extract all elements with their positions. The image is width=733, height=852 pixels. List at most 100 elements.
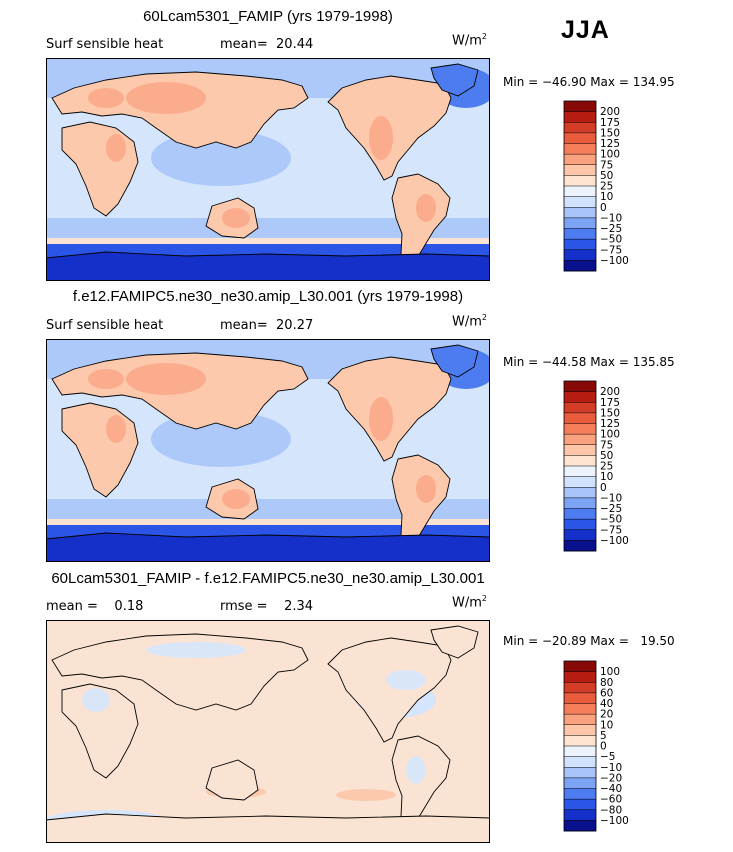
colorbar-tick-label: 100 <box>600 666 620 678</box>
panel-3-mean-label: mean = 0.18 <box>46 599 144 614</box>
panel-1-variable-label: Surf sensible heat <box>46 37 164 52</box>
colorbar-swatch <box>564 186 596 198</box>
panel-1-map <box>46 58 490 281</box>
colorbar-tick-label: −50 <box>600 514 622 526</box>
colorbar-swatch <box>564 777 596 789</box>
season-label: JJA <box>561 16 610 44</box>
panel-3-title: 60Lcam5301_FAMIP - f.e12.FAMIPC5.ne30_ne… <box>51 570 485 587</box>
colorbar-tick-label: −75 <box>600 524 622 536</box>
colorbar-swatch <box>564 154 596 166</box>
panel-2-variable-label: Surf sensible heat <box>46 318 164 333</box>
panel-3-units-exponent: 2 <box>481 594 487 603</box>
colorbar-tick-label: 60 <box>600 687 613 699</box>
diff-cool-region <box>146 642 246 658</box>
colorbar-swatch <box>564 540 596 552</box>
southern-warm-band <box>46 238 490 246</box>
colorbar-swatch <box>564 767 596 779</box>
hot-spot-region <box>369 397 393 441</box>
colorbar-tick-label: −100 <box>600 535 629 547</box>
colorbar-swatch <box>564 260 596 272</box>
panel-3-minmax: Min = −20.89 Max = 19.50 <box>503 634 675 648</box>
colorbar-swatch <box>564 788 596 800</box>
colorbar-swatch <box>564 724 596 736</box>
hot-spot-region <box>369 116 393 160</box>
colorbar-tick-label: 75 <box>600 159 613 171</box>
southern-warm-band <box>46 519 490 527</box>
colorbar-swatch <box>564 820 596 832</box>
map-frame <box>46 620 490 843</box>
colorbar-swatch <box>564 487 596 499</box>
colorbar-tick-label: 125 <box>600 418 620 430</box>
colorbar-swatch <box>564 703 596 715</box>
colorbar-tick-label: −10 <box>600 492 622 504</box>
colorbar-swatch <box>564 746 596 758</box>
colorbar-tick-label: −80 <box>600 804 622 816</box>
panel-1-units: W/m2 <box>452 32 487 48</box>
colorbar-tick-label: 0 <box>600 482 607 494</box>
colorbar-swatch <box>564 412 596 424</box>
antarctica-landmass <box>46 251 490 281</box>
colorbar-tick-label: −25 <box>600 503 622 515</box>
colorbar-tick-label: 10 <box>600 191 613 203</box>
colorbar-swatch <box>564 249 596 261</box>
colorbar-swatch <box>564 228 596 240</box>
greenland-landmass <box>430 63 479 97</box>
colorbar-swatch <box>564 519 596 531</box>
colorbar-swatch <box>564 434 596 446</box>
colorbar-swatch <box>564 423 596 435</box>
hot-spot-region <box>222 208 250 228</box>
colorbar-swatch <box>564 164 596 176</box>
colorbar-tick-label: 100 <box>600 149 620 161</box>
panel-2-title: f.e12.FAMIPC5.ne30_ne30.amip_L30.001 (yr… <box>72 288 464 305</box>
hot-spot-region <box>222 489 250 509</box>
colorbar-tick-label: 100 <box>600 429 620 441</box>
panel-2-minmax: Min = −44.58 Max = 135.85 <box>503 355 675 369</box>
colorbar-tick-label: −5 <box>600 751 615 763</box>
colorbar-swatch <box>564 132 596 144</box>
colorbar-swatch <box>564 692 596 704</box>
eurasia-landmass <box>51 633 309 711</box>
colorbar-tick-label: 75 <box>600 439 613 451</box>
colorbar-tick-label: −20 <box>600 772 622 784</box>
colorbar-tick-label: 20 <box>600 709 613 721</box>
colorbar-swatch <box>564 661 596 673</box>
panel-1-units-exponent: 2 <box>481 32 487 41</box>
colorbar-tick-label: 25 <box>600 181 613 193</box>
colorbar-tick-label: 200 <box>600 106 620 118</box>
diff-cool-region <box>406 756 426 784</box>
hot-spot-region <box>88 369 124 389</box>
colorbar-swatch <box>564 196 596 208</box>
africa-landmass <box>61 683 139 779</box>
colorbar-swatch <box>564 391 596 403</box>
colorbar-swatch <box>564 122 596 134</box>
colorbar-tick-label: −75 <box>600 244 622 256</box>
panel-3-units-text: W/m <box>452 595 482 611</box>
hot-spot-region <box>106 134 126 162</box>
diff-warm-region <box>336 789 396 801</box>
colorbar-tick-label: 175 <box>600 117 620 129</box>
colorbar-swatch <box>564 402 596 414</box>
panel-3-rmse-label: rmse = 2.34 <box>220 599 314 614</box>
panel-1-mean-label: mean= 20.44 <box>220 37 314 52</box>
panel-3-map <box>46 620 490 843</box>
colorbar-tick-label: 80 <box>600 677 613 689</box>
colorbar-tick-label: 200 <box>600 386 620 398</box>
panel-2-units-text: W/m <box>452 314 482 330</box>
colorbar-swatch <box>564 143 596 155</box>
colorbar-swatch <box>564 444 596 456</box>
hot-spot-region <box>88 88 124 108</box>
colorbar-swatch <box>564 671 596 683</box>
colorbar-tick-label: 150 <box>600 127 620 139</box>
colorbar-swatch <box>564 682 596 694</box>
antarctica-landmass <box>46 813 490 843</box>
colorbar-swatch <box>564 207 596 219</box>
colorbar-tick-label: 50 <box>600 450 613 462</box>
map-frame <box>46 339 490 562</box>
diff-cool-region <box>82 688 110 712</box>
colorbar-tick-label: −10 <box>600 212 622 224</box>
colorbar-tick-label: −40 <box>600 783 622 795</box>
colorbar-tick-label: 5 <box>600 730 607 742</box>
panel-3-units: W/m2 <box>452 594 487 610</box>
